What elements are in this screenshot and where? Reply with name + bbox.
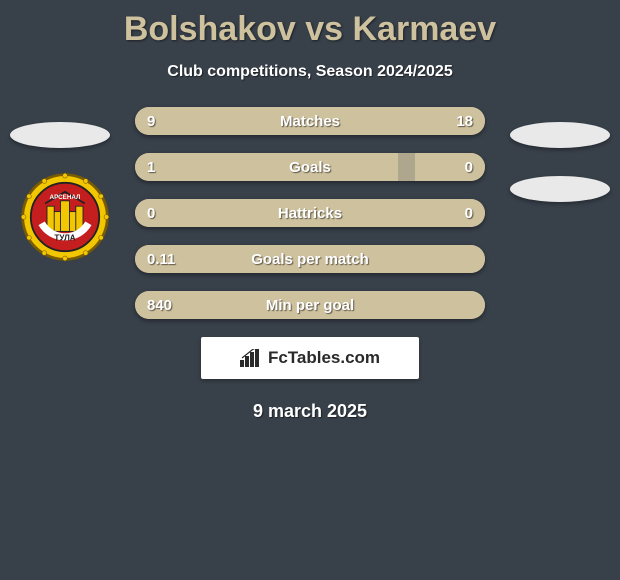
stat-label: Goals — [135, 153, 485, 181]
stat-label: Goals per match — [135, 245, 485, 273]
svg-text:ТУЛА: ТУЛА — [54, 233, 75, 242]
page-title: Bolshakov vs Karmaev — [0, 0, 620, 49]
svg-text:АРСЕНАЛ: АРСЕНАЛ — [50, 194, 81, 201]
stats-rows: 9Matches181Goals00Hattricks00.11Goals pe… — [135, 107, 485, 319]
date: 9 march 2025 — [0, 401, 620, 422]
bars-icon — [240, 349, 262, 367]
stat-right-value: 0 — [465, 199, 473, 227]
player-right-slot-1 — [510, 122, 610, 148]
subtitle: Club competitions, Season 2024/2025 — [0, 63, 620, 81]
stat-right-value: 0 — [465, 153, 473, 181]
stat-row: 1Goals0 — [135, 153, 485, 181]
watermark: FcTables.com — [201, 337, 419, 379]
stat-right-value: 18 — [456, 107, 473, 135]
player-left-slot-1 — [10, 122, 110, 148]
stat-row: 9Matches18 — [135, 107, 485, 135]
watermark-text: FcTables.com — [268, 348, 380, 368]
stat-row: 0.11Goals per match — [135, 245, 485, 273]
stat-label: Matches — [135, 107, 485, 135]
stat-label: Hattricks — [135, 199, 485, 227]
club-badge: ТУЛА АРСЕНАЛ — [20, 172, 110, 262]
stat-row: 0Hattricks0 — [135, 199, 485, 227]
stat-label: Min per goal — [135, 291, 485, 319]
stat-row: 840Min per goal — [135, 291, 485, 319]
player-right-slot-2 — [510, 176, 610, 202]
